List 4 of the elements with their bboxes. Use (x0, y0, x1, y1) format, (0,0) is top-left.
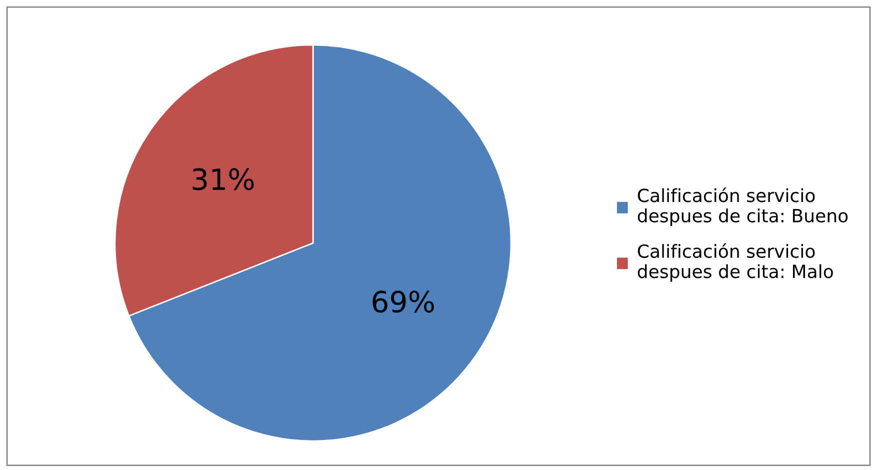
legend-label: Calificación servicio despues de cita: Malo (638, 243, 833, 282)
data-label: 69% (372, 290, 434, 313)
data-label: 31% (192, 168, 254, 190)
legend-label: Calificación servicio despues de cita: Bueno (638, 188, 848, 226)
